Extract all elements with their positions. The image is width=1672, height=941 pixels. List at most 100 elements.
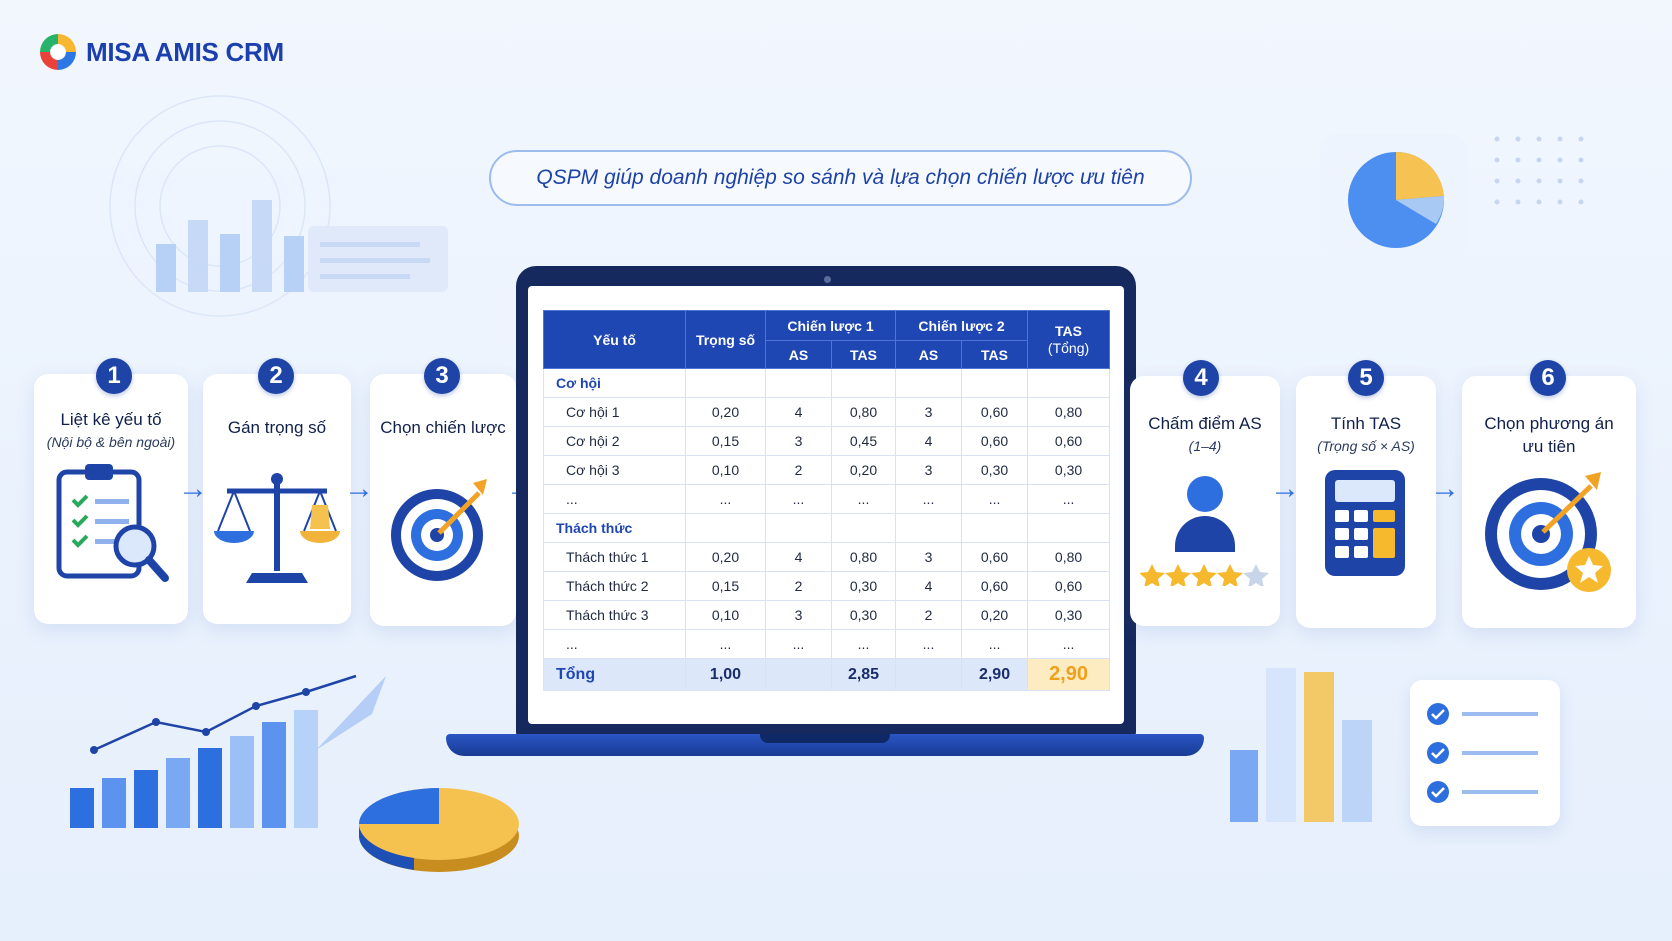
group-label: Cơ hội: [543, 368, 686, 398]
checklist-card: [1410, 680, 1560, 826]
header-tas-total-label: TAS: [1055, 322, 1083, 339]
arrow-right-icon: →: [344, 472, 374, 505]
step-5-subtitle: (Trọng số × AS): [1317, 438, 1415, 454]
table-row: ... ... ... ... ... ... ...: [543, 484, 1111, 514]
user-rating-icon: [1139, 476, 1269, 588]
step-3-badge: 3: [424, 358, 460, 394]
cell-tas-total: 0,30: [1027, 455, 1111, 485]
arrow-right-icon: →: [1430, 472, 1460, 505]
background-bar-chart-icon: [109, 95, 448, 317]
step-1-title: Liệt kê yếu tố: [60, 410, 162, 429]
cell-factor: Thách thức 3: [543, 600, 686, 630]
arrow-right-icon: →: [1270, 472, 1300, 505]
cell-factor: ...: [543, 629, 686, 659]
growth-chart-decoration-icon: [70, 674, 386, 828]
cell-weight: 0,10: [685, 600, 766, 630]
cell-weight: 0,10: [685, 455, 766, 485]
cell-tas-2: 0,30: [961, 455, 1029, 485]
cell-factor: ...: [543, 484, 686, 514]
header-strategy-2: Chiến lược 2: [895, 310, 1029, 341]
cell-weight: 0,15: [685, 571, 766, 601]
header-weight: Trọng số: [685, 310, 766, 369]
cell-as-1: 4: [765, 542, 832, 572]
total-tas-1: 2,85: [830, 658, 897, 691]
cell-as-2: 3: [895, 455, 963, 485]
cell-factor: Cơ hội 1: [543, 397, 686, 427]
cell-as-2: 2: [895, 600, 963, 630]
step-card-2: Gán trọng số: [203, 374, 351, 624]
cell-tas-2: ...: [961, 629, 1029, 659]
cell-tas-1: 0,20: [830, 455, 897, 485]
cell-tas-2: 0,60: [961, 397, 1029, 427]
empty-cell: [895, 368, 963, 398]
dot-grid-decoration: [1494, 136, 1584, 205]
empty-cell: [765, 513, 832, 543]
cell-tas-1: 0,30: [830, 600, 897, 630]
cell-tas-total: ...: [1027, 629, 1111, 659]
target-star-icon: [1485, 472, 1611, 592]
cell-as-1: 2: [765, 455, 832, 485]
cell-as-2: 3: [895, 397, 963, 427]
total-row: Tổng 1,00 2,85 2,90 2,90: [543, 658, 1111, 691]
brand-logo[interactable]: MISA AMIS CRM: [36, 30, 284, 74]
empty-cell: [895, 513, 963, 543]
step-4-badge: 4: [1183, 360, 1219, 396]
laptop-camera: [824, 276, 831, 283]
cell-as-2: 4: [895, 571, 963, 601]
cell-as-1: 2: [765, 571, 832, 601]
cell-as-1: 4: [765, 397, 832, 427]
brand-name: MISA AMIS CRM: [86, 36, 284, 67]
cell-weight: ...: [685, 629, 766, 659]
cell-as-2: ...: [895, 629, 963, 659]
step-6-title: Chọn phương án ưu tiên: [1484, 414, 1614, 456]
cell-weight: 0,20: [685, 397, 766, 427]
group-row-opportunities: Cơ hội: [543, 368, 1111, 398]
cell-tas-total: ...: [1027, 484, 1111, 514]
balance-scale-icon: [214, 473, 340, 583]
total-as-2: [895, 658, 963, 691]
cell-as-1: 3: [765, 426, 832, 456]
calculator-icon: [1325, 470, 1405, 576]
total-tas-highlight: 2,90: [1027, 658, 1111, 691]
header-as-1: AS: [765, 340, 832, 369]
cell-tas-total: 0,80: [1027, 397, 1111, 427]
cell-tas-1: 0,80: [830, 397, 897, 427]
laptop-notch: [760, 734, 890, 743]
cell-tas-2: ...: [961, 484, 1029, 514]
step-4-subtitle: (1–4): [1188, 438, 1222, 454]
cell-tas-2: 0,60: [961, 571, 1029, 601]
header-tas-2: TAS: [961, 340, 1029, 369]
empty-cell: [1027, 513, 1111, 543]
step-card-3: Chọn chiến lược: [370, 374, 516, 626]
header-as-2: AS: [895, 340, 963, 369]
cell-tas-total: 0,80: [1027, 542, 1111, 572]
cell-weight: 0,15: [685, 426, 766, 456]
cell-as-2: ...: [895, 484, 963, 514]
header-strategy-1: Chiến lược 1: [764, 310, 897, 341]
cell-tas-2: 0,60: [961, 542, 1029, 572]
step-2-badge: 2: [258, 358, 294, 394]
step-card-4: Chấm điểm AS (1–4): [1130, 376, 1280, 626]
table-row: Thách thức 1 0,20 4 0,80 3 0,60 0,80: [543, 542, 1111, 572]
cell-as-2: 4: [895, 426, 963, 456]
cell-factor: Cơ hội 3: [543, 455, 686, 485]
cell-tas-1: 0,30: [830, 571, 897, 601]
step-5-title: Tính TAS: [1330, 414, 1402, 433]
step-6-badge: 6: [1530, 360, 1566, 396]
table-row: ... ... ... ... ... ... ...: [543, 629, 1111, 659]
laptop-base: [446, 734, 1204, 756]
table-row: Thách thức 3 0,10 3 0,30 2 0,20 0,30: [543, 600, 1111, 630]
step-1-badge: 1: [96, 358, 132, 394]
cell-factor: Thách thức 2: [543, 571, 686, 601]
cell-tas-total: 0,30: [1027, 600, 1111, 630]
step-2-title: Gán trọng số: [227, 418, 327, 437]
cell-weight: ...: [685, 484, 766, 514]
table-row: Cơ hội 3 0,10 2 0,20 3 0,30 0,30: [543, 455, 1111, 485]
total-weight: 1,00: [685, 658, 766, 691]
checklist-icon: [1427, 703, 1538, 803]
step-5-badge: 5: [1348, 360, 1384, 396]
cell-tas-2: 0,60: [961, 426, 1029, 456]
cell-tas-1: 0,80: [830, 542, 897, 572]
subtitle-text: QSPM giúp doanh nghiệp so sánh và lựa ch…: [536, 166, 1145, 189]
group-label: Thách thức: [543, 513, 686, 543]
